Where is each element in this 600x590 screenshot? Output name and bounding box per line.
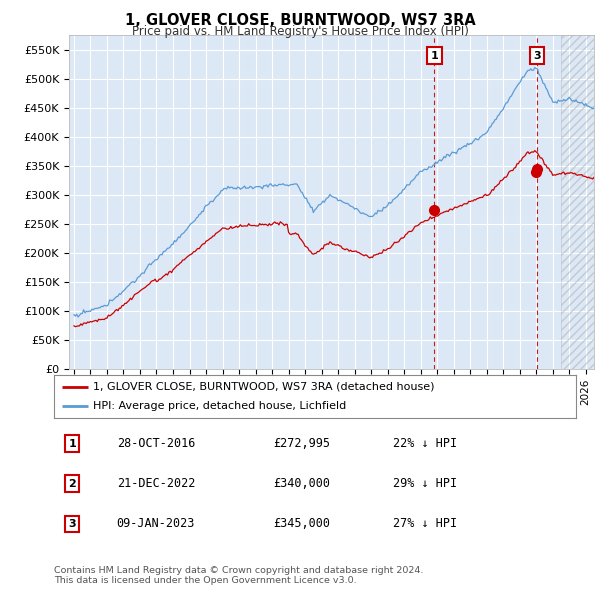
Text: 3: 3: [68, 519, 76, 529]
Text: 1, GLOVER CLOSE, BURNTWOOD, WS7 3RA (detached house): 1, GLOVER CLOSE, BURNTWOOD, WS7 3RA (det…: [93, 382, 434, 392]
Text: Contains HM Land Registry data © Crown copyright and database right 2024.
This d: Contains HM Land Registry data © Crown c…: [54, 566, 424, 585]
Text: £272,995: £272,995: [273, 437, 330, 450]
Text: 1: 1: [430, 51, 438, 61]
Text: Price paid vs. HM Land Registry's House Price Index (HPI): Price paid vs. HM Land Registry's House …: [131, 25, 469, 38]
Text: 27% ↓ HPI: 27% ↓ HPI: [394, 517, 457, 530]
Text: 29% ↓ HPI: 29% ↓ HPI: [394, 477, 457, 490]
Text: 21-DEC-2022: 21-DEC-2022: [116, 477, 195, 490]
Text: £340,000: £340,000: [273, 477, 330, 490]
Text: 1: 1: [68, 439, 76, 448]
Text: £345,000: £345,000: [273, 517, 330, 530]
Text: 09-JAN-2023: 09-JAN-2023: [116, 517, 195, 530]
Text: 1, GLOVER CLOSE, BURNTWOOD, WS7 3RA: 1, GLOVER CLOSE, BURNTWOOD, WS7 3RA: [125, 13, 475, 28]
Text: HPI: Average price, detached house, Lichfield: HPI: Average price, detached house, Lich…: [93, 401, 346, 411]
Text: 22% ↓ HPI: 22% ↓ HPI: [394, 437, 457, 450]
Text: 28-OCT-2016: 28-OCT-2016: [116, 437, 195, 450]
Text: 2: 2: [68, 479, 76, 489]
Text: 3: 3: [533, 51, 541, 61]
